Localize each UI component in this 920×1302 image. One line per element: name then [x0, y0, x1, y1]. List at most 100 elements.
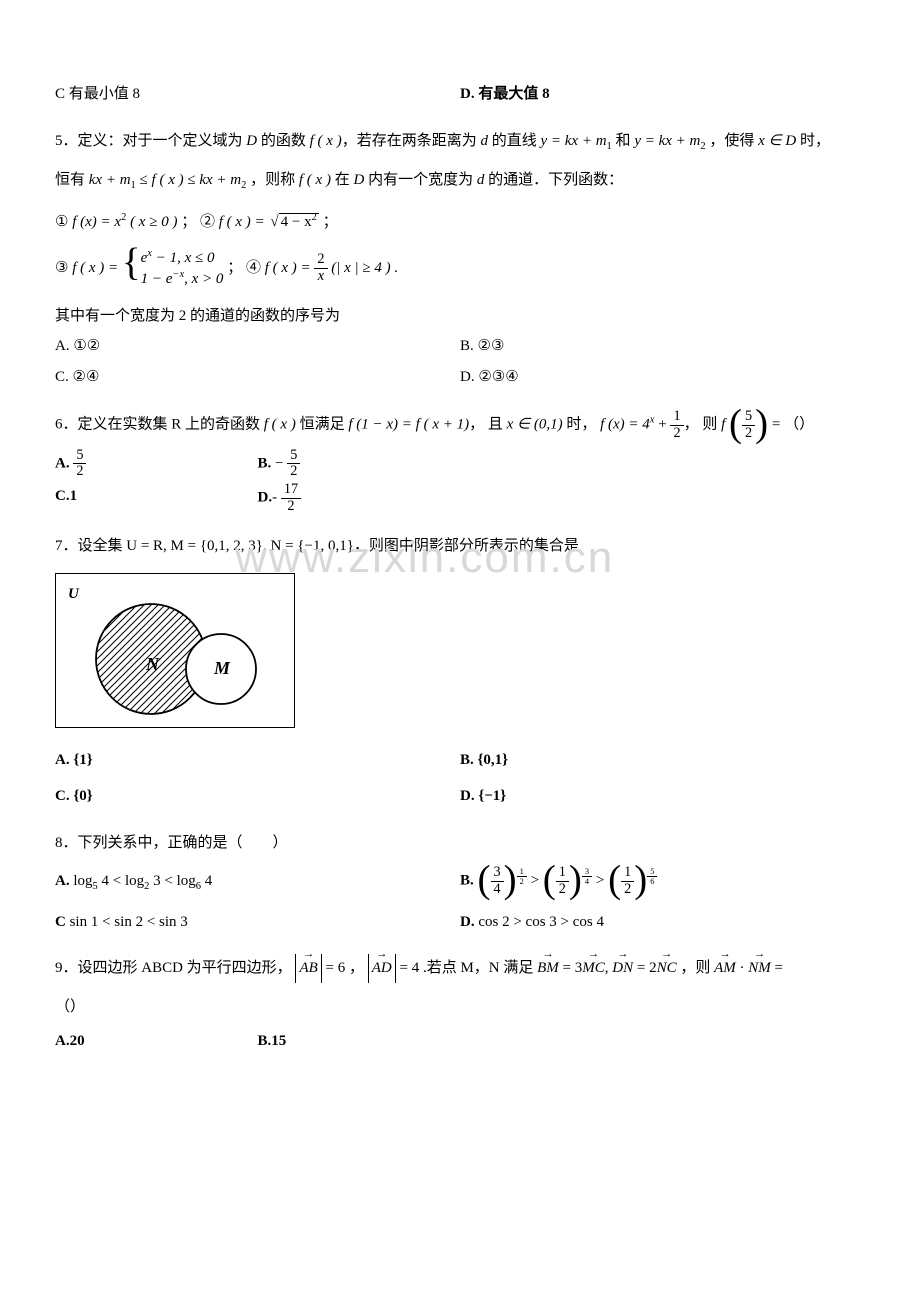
vector: NC — [657, 960, 677, 976]
text: = （） — [772, 417, 814, 433]
denominator: 2 — [742, 426, 755, 442]
q7-opt-b: B. {0,1} — [460, 746, 865, 775]
text: f (x) = 4 — [600, 417, 650, 433]
num: 3 — [582, 867, 592, 877]
q6-opt-a: A. 52 — [55, 448, 258, 480]
q7-opt-c: C. {0} — [55, 782, 460, 811]
num: 1 — [621, 865, 634, 882]
circled-num: ④ — [246, 260, 261, 276]
text: ≤ — [184, 172, 200, 188]
den: 4 — [491, 882, 504, 898]
text: f ( x ) — [264, 417, 296, 433]
q5-stem-line2: 恒有 kx + m1 ≤ f ( x ) ≤ kx + m2 ，则称 f ( x… — [55, 166, 865, 196]
q6-opt-b: B. − 52 — [258, 448, 461, 480]
q7-stem: 7．设全集 U = R, M = {0,1, 2, 3}, N = {−1, 0… — [55, 532, 865, 561]
text: > — [596, 873, 608, 889]
text: 恒满足 — [296, 417, 349, 433]
text: ； — [177, 214, 196, 230]
denominator: 2 — [287, 464, 300, 480]
q4-options: C 有最小值 8 D. 有最大值 8 — [55, 80, 865, 109]
text: ，若存在两条距离为 — [342, 133, 481, 149]
text: , x > 0 — [184, 271, 223, 287]
text: 的函数 — [257, 133, 310, 149]
text: ，使得 — [706, 133, 759, 149]
text: f ( x ) = — [261, 260, 314, 276]
big-paren: (52) — [729, 409, 768, 441]
text: = 2 — [633, 960, 656, 976]
q7-opts-ab: A. {1} B. {0,1} — [55, 746, 865, 775]
q6-opts-ab: A. 52 B. − 52 — [55, 448, 865, 480]
venn-diagram: U N M — [55, 573, 295, 728]
text: − 1, x ≤ 0 — [152, 250, 215, 266]
q5-stem-line1: 5．定义：对于一个定义域为 D 的函数 f ( x )，若存在两条距离为 d 的… — [55, 127, 865, 157]
q5-opts-cd: C. ②④ D. ②③④ — [55, 363, 865, 392]
denominator: 2 — [670, 426, 683, 442]
vector: DN — [612, 960, 633, 976]
text: f (x) = x — [68, 214, 121, 230]
text: f ( x ) = — [215, 214, 268, 230]
text: 的通道．下列函数： — [484, 172, 623, 188]
num: 1 — [556, 865, 569, 882]
numerator: 5 — [287, 448, 300, 465]
q9-stem: 9．设四边形 ABCD 为平行四边形， AB = 6 ， AD = 4 .若点 … — [55, 954, 865, 983]
q7-opt-a: A. {1} — [55, 746, 460, 775]
text: f — [721, 417, 725, 433]
text: D. — [460, 914, 475, 930]
text: ，则 — [677, 960, 715, 976]
text: = — [771, 960, 783, 976]
text: A. — [55, 455, 70, 471]
text: D — [353, 172, 364, 188]
text: 内有一个宽度为 — [364, 172, 477, 188]
text: 在 — [331, 172, 354, 188]
text: A.20 — [55, 1033, 85, 1049]
text: 时， — [796, 133, 830, 149]
q8-opts-cd: C sin 1 < sin 2 < sin 3 D. cos 2 > cos 3… — [55, 908, 865, 937]
text: C. {0} — [55, 788, 93, 804]
numerator: 5 — [742, 409, 755, 426]
text: = 3 — [559, 960, 582, 976]
text: = 6 ， — [322, 960, 368, 976]
q6-stem: 6．定义在实数集 R 上的奇函数 f ( x ) 恒满足 f (1 − x) =… — [55, 409, 865, 441]
q8-opt-b: B. (34)12 > (12)34 > (12)56 — [460, 865, 865, 897]
circled-num: ③ — [55, 260, 68, 276]
text: y = kx + m — [540, 133, 606, 149]
text: = 4 .若点 M，N 满足 — [396, 960, 537, 976]
q5-ask: 其中有一个宽度为 2 的通道的函数的序号为 — [55, 302, 865, 331]
text: B.15 — [258, 1033, 287, 1049]
q6-opt-c: C.1 — [55, 482, 258, 514]
vector: AD — [372, 960, 392, 976]
q4-opt-c: C 有最小值 8 — [55, 80, 460, 109]
text: B. — [460, 873, 474, 889]
text: 的直线 — [488, 133, 541, 149]
q5: 5．定义：对于一个定义域为 D 的函数 f ( x ) ，若存在两条距离为 d 的… — [55, 127, 865, 392]
text: 6．定义在实数集 R 上的奇函数 — [55, 417, 264, 433]
q9-opts-ab: A.20 B.15 — [55, 1027, 865, 1056]
numerator: 17 — [281, 482, 301, 499]
text: kx + m — [89, 172, 131, 188]
text: 恒有 — [55, 172, 89, 188]
vector: NM — [748, 960, 771, 976]
venn-label-m: M — [213, 658, 231, 678]
num: 5 — [647, 867, 657, 877]
text: > — [531, 873, 543, 889]
q5-opt-a: A. ①② — [55, 332, 460, 361]
text: −x — [172, 269, 184, 280]
den: 4 — [582, 877, 592, 886]
text: C — [55, 914, 66, 930]
text: 9．设四边形 ABCD 为平行四边形， — [55, 960, 292, 976]
text: f ( x ) — [152, 172, 184, 188]
q9-opt-a: A.20 — [55, 1027, 258, 1056]
vector: MC — [582, 960, 605, 976]
q6-opt-d: D.- 172 — [258, 482, 461, 514]
q8-opt-d: D. cos 2 > cos 3 > cos 4 — [460, 908, 865, 937]
numerator: 1 — [670, 409, 683, 426]
den: 2 — [556, 882, 569, 898]
text: (| x | ≥ 4 ) . — [331, 260, 398, 276]
text: − — [271, 455, 287, 471]
text: 5．定义：对于一个定义域为 — [55, 133, 246, 149]
q9-paren: （） — [55, 993, 865, 1022]
denominator: 2 — [73, 464, 86, 480]
text: d — [480, 133, 488, 149]
text: + — [654, 417, 670, 433]
q7-opts-cd: C. {0} D. {−1} — [55, 782, 865, 811]
